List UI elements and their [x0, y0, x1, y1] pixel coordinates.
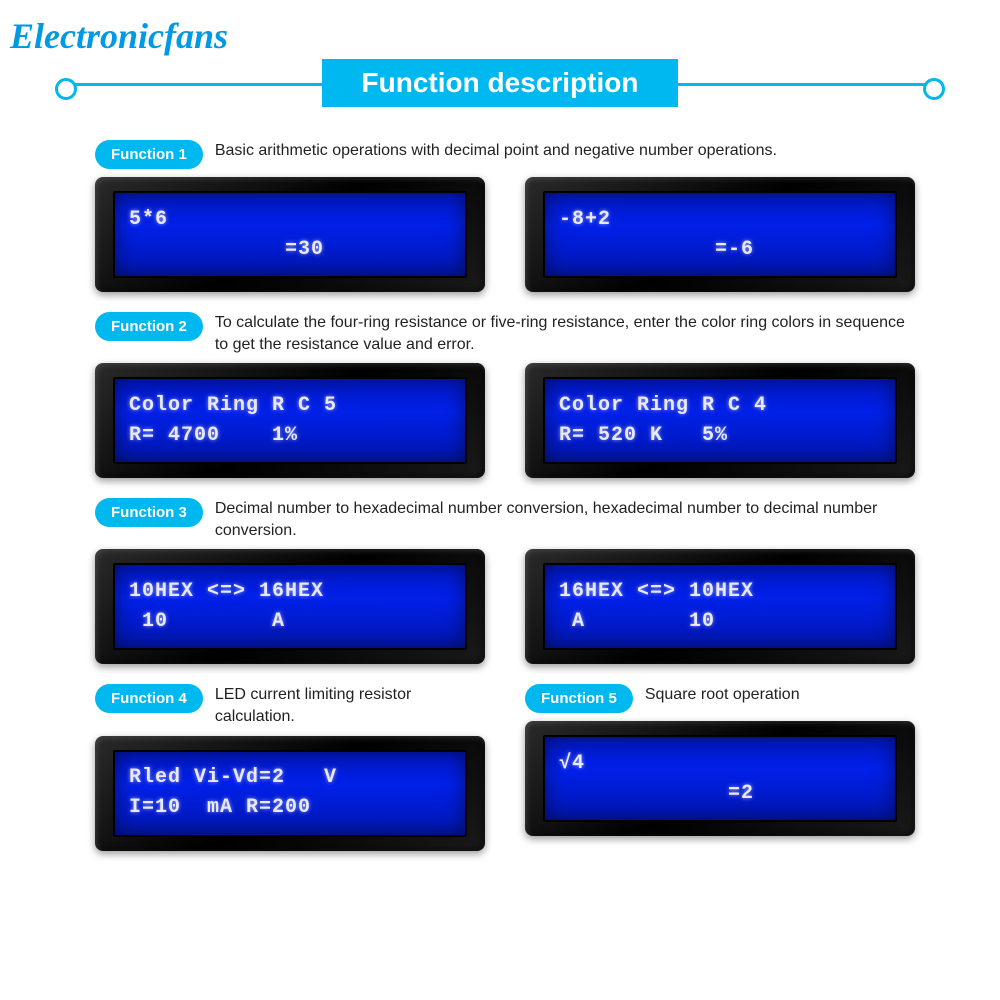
function-4-desc: LED current limiting resistor calculatio…	[215, 684, 485, 727]
function-3-header: Function 3 Decimal number to hexadecimal…	[95, 498, 915, 541]
content-area: Function 1 Basic arithmetic operations w…	[95, 140, 915, 851]
title-text: Function description	[322, 59, 679, 107]
function-1-header: Function 1 Basic arithmetic operations w…	[95, 140, 915, 169]
function-5-badge: Function 5	[525, 684, 633, 713]
lcd-screen: 5*6 =30	[113, 191, 467, 278]
function-5-header: Function 5 Square root operation	[525, 684, 915, 713]
lcd-screen: 16HEX <=> 10HEX A 10	[543, 563, 897, 650]
function-1-desc: Basic arithmetic operations with decimal…	[215, 140, 915, 162]
function-4-badge: Function 4	[95, 684, 203, 713]
function-2-header: Function 2 To calculate the four-ring re…	[95, 312, 915, 355]
lcd-display: Rled Vi-Vd=2 V I=10 mA R=200	[95, 736, 485, 851]
function-5-desc: Square root operation	[645, 684, 915, 706]
lcd-display: Color Ring R C 5 R= 4700 1%	[95, 363, 485, 478]
lcd-display: -8+2 =-6	[525, 177, 915, 292]
function-1-displays: 5*6 =30 -8+2 =-6	[95, 177, 915, 292]
lcd-screen: -8+2 =-6	[543, 191, 897, 278]
title-banner: Function description	[60, 55, 940, 110]
lcd-display: 10HEX <=> 16HEX 10 A	[95, 549, 485, 664]
lcd-screen: Color Ring R C 4 R= 520 K 5%	[543, 377, 897, 464]
function-3-displays: 10HEX <=> 16HEX 10 A 16HEX <=> 10HEX A 1…	[95, 549, 915, 664]
function-4-5-row: Function 4 LED current limiting resistor…	[95, 684, 915, 850]
lcd-screen: Rled Vi-Vd=2 V I=10 mA R=200	[113, 750, 467, 837]
lcd-display: 16HEX <=> 10HEX A 10	[525, 549, 915, 664]
lcd-display: Color Ring R C 4 R= 520 K 5%	[525, 363, 915, 478]
function-2-displays: Color Ring R C 5 R= 4700 1% Color Ring R…	[95, 363, 915, 478]
lcd-display: 5*6 =30	[95, 177, 485, 292]
function-2-badge: Function 2	[95, 312, 203, 341]
function-3-desc: Decimal number to hexadecimal number con…	[215, 498, 915, 541]
function-1-badge: Function 1	[95, 140, 203, 169]
function-2-desc: To calculate the four-ring resistance or…	[215, 312, 915, 355]
lcd-screen: √4 =2	[543, 735, 897, 822]
function-3-badge: Function 3	[95, 498, 203, 527]
lcd-screen: 10HEX <=> 16HEX 10 A	[113, 563, 467, 650]
lcd-screen: Color Ring R C 5 R= 4700 1%	[113, 377, 467, 464]
brand-logo: Electronicfans	[10, 15, 228, 57]
lcd-display: √4 =2	[525, 721, 915, 836]
function-4-header: Function 4 LED current limiting resistor…	[95, 684, 485, 727]
